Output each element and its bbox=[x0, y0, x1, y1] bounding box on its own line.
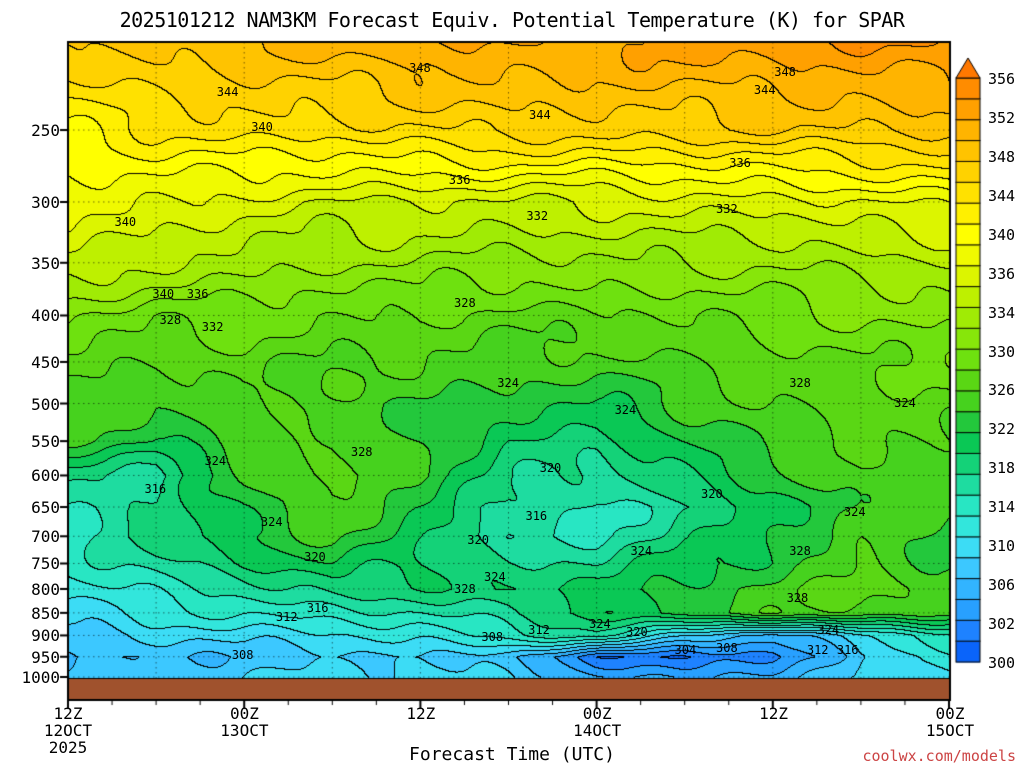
x-axis-title: Forecast Time (UTC) bbox=[409, 744, 615, 765]
chart-title: 2025101212 NAM3KM Forecast Equiv. Potent… bbox=[119, 8, 905, 32]
credit-link[interactable]: coolwx.com/models bbox=[862, 747, 1016, 765]
